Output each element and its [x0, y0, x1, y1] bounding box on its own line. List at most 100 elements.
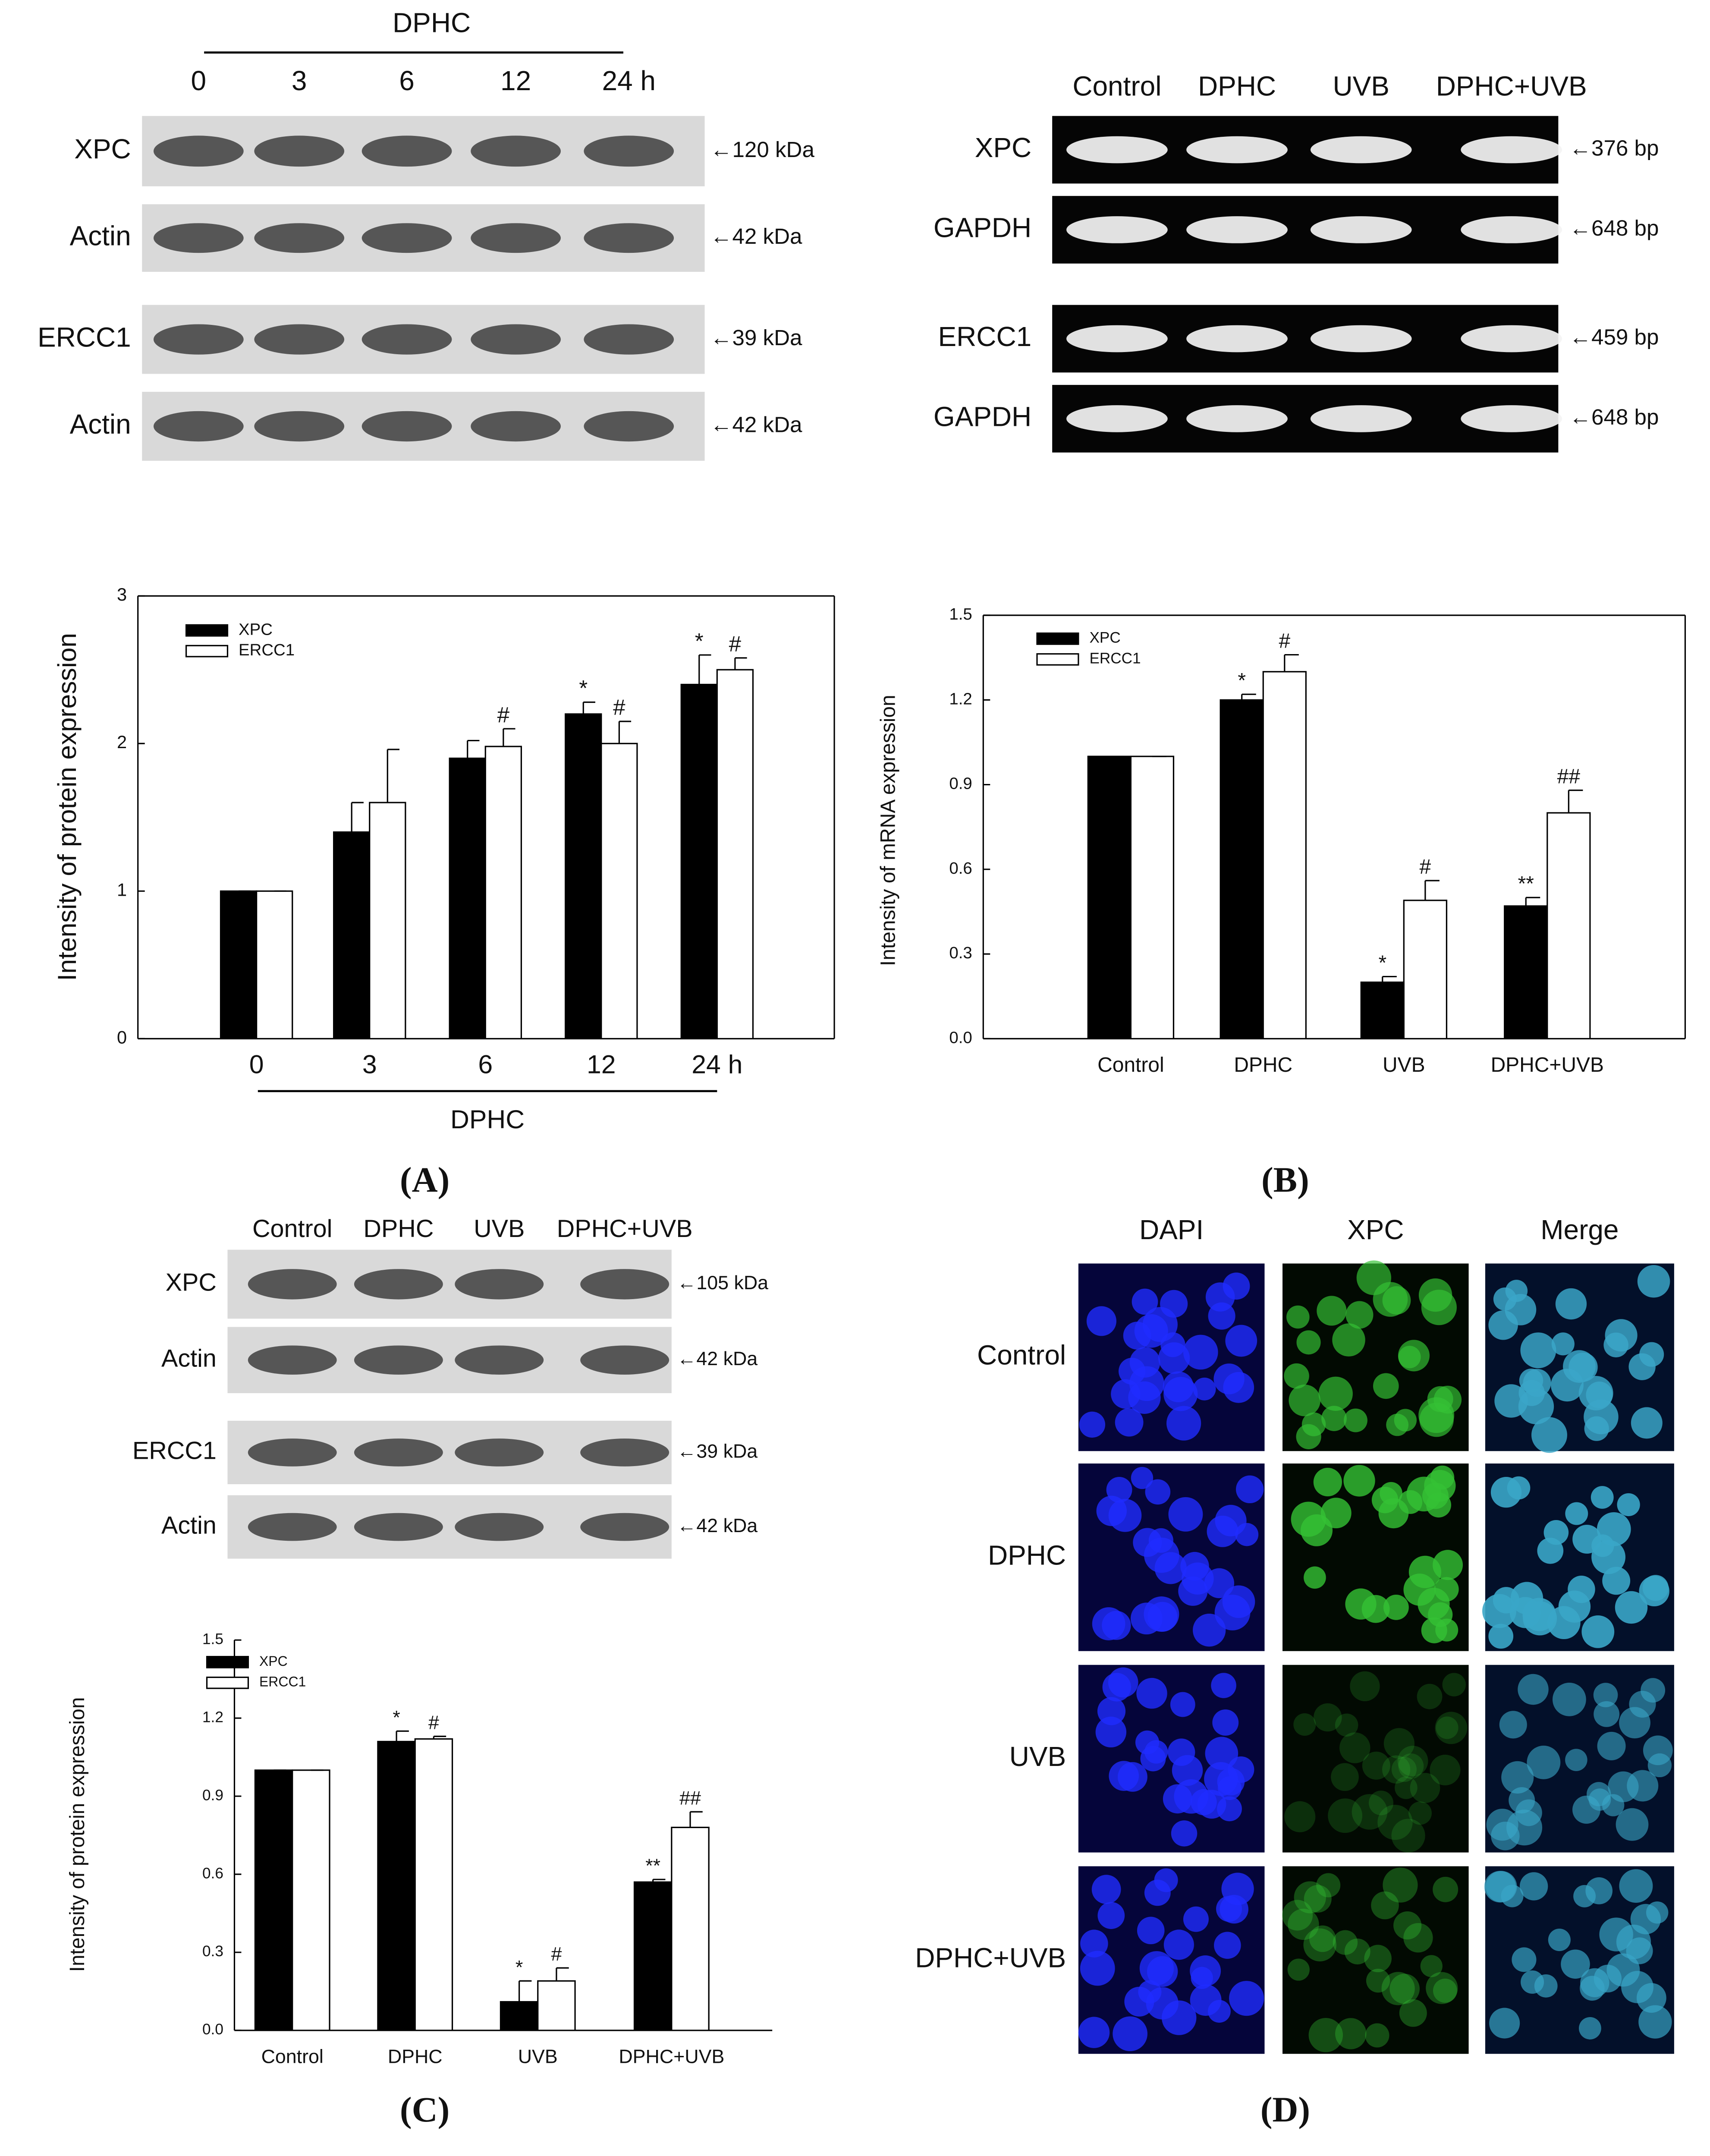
cell: [1368, 1791, 1394, 1816]
bar: [565, 713, 602, 1039]
cell: [1381, 1972, 1415, 2005]
cell: [1436, 1716, 1459, 1739]
bar: [1547, 812, 1591, 1039]
cell: [1433, 1385, 1462, 1414]
lane-label: 24 h: [602, 65, 656, 96]
row-label: ERCC1: [938, 321, 1031, 352]
y-tick-label: 0.0: [202, 2021, 223, 2038]
cell: [1391, 1819, 1425, 1853]
blot-band: [361, 223, 452, 253]
cell: [1579, 2017, 1601, 2040]
blot-band: [153, 411, 244, 442]
y-tick-label: 0.0: [949, 1029, 972, 1047]
bar: [333, 831, 371, 1039]
cell: [1223, 1272, 1250, 1300]
cell: [1138, 1980, 1162, 2004]
cell: [1080, 1951, 1115, 1986]
size-label: ←648 bp: [1569, 216, 1659, 240]
cell: [1393, 1911, 1422, 1940]
cell: [1509, 1597, 1541, 1628]
cell: [1183, 1906, 1209, 1932]
row-label: ERCC1: [38, 322, 131, 353]
cell: [1294, 1881, 1326, 1914]
blot-band: [248, 1513, 337, 1541]
column-label: DAPI: [1139, 1214, 1204, 1245]
cell: [1221, 1873, 1254, 1905]
cell: [1584, 1416, 1609, 1441]
cell: [1170, 1692, 1195, 1717]
significance-mark: ##: [679, 1787, 701, 1809]
cell: [1599, 1917, 1633, 1951]
cell: [1320, 1498, 1352, 1529]
cell: [1293, 1713, 1316, 1736]
cell: [1637, 1265, 1670, 1298]
cell: [1350, 1671, 1380, 1701]
blot-band: [471, 135, 561, 167]
cell: [1638, 2005, 1672, 2039]
cell: [1352, 1794, 1388, 1830]
cell: [1430, 1754, 1461, 1785]
size-label: ←42 kDa: [677, 1515, 758, 1536]
row-label: GAPDH: [934, 212, 1031, 243]
y-tick-label: 0.3: [202, 1943, 223, 1960]
cell: [1172, 1755, 1203, 1786]
cell: [1636, 1983, 1666, 2013]
cell: [1144, 1879, 1171, 1906]
cell: [1551, 1332, 1575, 1356]
y-tick-label: 1.2: [949, 689, 972, 708]
cell: [1218, 1776, 1242, 1800]
x-tick-label: Control: [261, 2046, 324, 2068]
cell: [1488, 1624, 1514, 1649]
cell: [1531, 1417, 1567, 1453]
blot-band: [153, 324, 244, 355]
legend-swatch: [1036, 653, 1079, 666]
cell: [1417, 1684, 1443, 1709]
cell: [1303, 1928, 1336, 1961]
cell: [1639, 1342, 1664, 1367]
cell: [1296, 1330, 1321, 1355]
blot-band: [584, 324, 674, 355]
size-label: ←42 kDa: [710, 412, 802, 437]
cell: [1647, 1753, 1672, 1778]
cell: [1399, 1999, 1427, 2027]
significance-mark: ##: [1557, 765, 1581, 788]
gel-band: [1461, 216, 1562, 243]
blot-band: [361, 135, 452, 167]
cell: [1207, 1515, 1238, 1547]
cell: [1163, 1377, 1198, 1411]
blot-band: [248, 1345, 337, 1375]
cell: [1507, 1476, 1531, 1500]
cell: [1333, 1930, 1358, 1955]
cell: [1301, 1412, 1326, 1436]
cell: [1561, 1949, 1590, 1979]
size-label: ←39 kDa: [710, 325, 802, 350]
x-tick-label: 6: [478, 1049, 493, 1079]
cell: [1410, 1773, 1440, 1803]
cell: [1616, 1808, 1649, 1841]
cell: [1364, 1945, 1392, 1973]
gel-band: [1066, 216, 1168, 243]
x-tick-label: DPHC+UVB: [619, 2046, 724, 2068]
bar: [1403, 900, 1448, 1039]
cell: [1594, 1701, 1620, 1727]
size-label: ←42 kDa: [677, 1348, 758, 1369]
y-tick-label: 1: [117, 879, 127, 900]
significance-mark: #: [551, 1943, 562, 1965]
cell: [1335, 2018, 1367, 2049]
significance-mark: #: [729, 632, 742, 656]
blot-band: [254, 411, 345, 442]
cell: [1160, 1290, 1188, 1318]
row-label: DPHC: [988, 1539, 1066, 1571]
lane-label: DPHC: [363, 1215, 434, 1243]
cell: [1630, 1904, 1661, 1935]
cell: [1213, 1363, 1245, 1394]
cell: [1518, 1674, 1549, 1705]
cell: [1095, 1716, 1127, 1748]
blot-band: [584, 135, 674, 167]
lane-label: 3: [292, 65, 307, 96]
cell: [1316, 1873, 1341, 1898]
row-label: XPC: [166, 1269, 217, 1297]
cell: [1115, 1408, 1144, 1437]
cell: [1097, 1697, 1126, 1725]
cell: [1527, 1745, 1561, 1779]
